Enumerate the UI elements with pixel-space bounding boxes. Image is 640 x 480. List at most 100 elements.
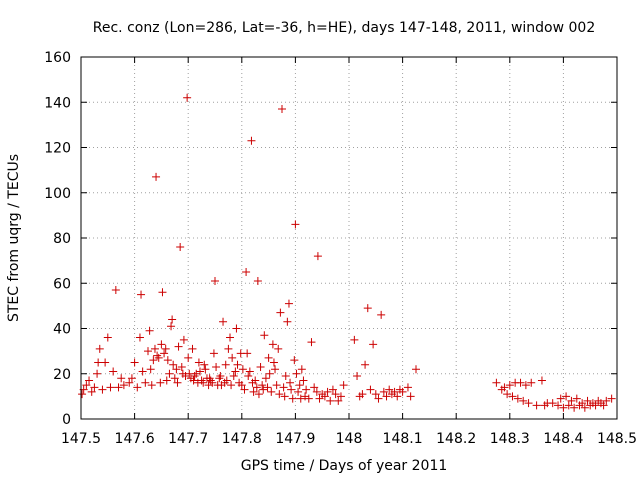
data-point [135,333,144,342]
data-point [94,358,103,367]
data-point [161,344,170,353]
y-tick-label: 0 [62,412,71,428]
data-point [259,385,268,394]
data-point [147,381,156,390]
data-point [369,340,378,349]
data-point [85,376,94,385]
data-point [398,387,407,396]
data-point [216,372,225,381]
data-point [313,252,322,261]
data-point [240,385,249,394]
data-point [145,326,154,335]
data-point [371,390,380,399]
data-point [328,385,337,394]
data-point [295,381,304,390]
y-tick-labels: 0 20 40 60 80 100 120 140 160 [44,50,71,428]
data-point [252,383,261,392]
data-point [160,349,169,358]
data-point [119,381,128,390]
data-point [167,322,176,331]
y-tick-label: 80 [53,231,71,247]
data-point [556,394,565,403]
data-point [162,376,171,385]
data-point [173,378,182,387]
data-point [150,344,159,353]
y-axis-label: STEC from uqrg / TECUs [6,154,22,322]
data-point [219,317,228,326]
data-point [406,392,415,401]
data-point [390,387,399,396]
data-point [184,353,193,362]
data-point [233,360,242,369]
data-point [242,267,251,276]
data-point [157,340,166,349]
x-tick-label: 147.7 [168,431,208,447]
data-point [201,365,210,374]
data-point [290,356,299,365]
data-point [127,374,136,383]
data-point [304,394,313,403]
data-point [265,369,274,378]
x-tick-label: 147.5 [61,431,101,447]
data-point [286,378,295,387]
data-point [168,315,177,324]
data-point [199,378,208,387]
data-point [146,365,155,374]
x-tick-label: 147.6 [115,431,155,447]
y-tick-label: 120 [44,141,71,157]
x-axis-label: GPS time / Days of year 2011 [241,458,448,474]
data-point [532,401,541,410]
data-point [183,93,192,102]
data-point [133,383,142,392]
x-tick-label: 147.9 [275,431,315,447]
data-point [156,378,165,387]
data-point [374,394,383,403]
data-point [244,372,253,381]
data-point [492,378,501,387]
data-point [254,390,263,399]
data-point [117,374,126,383]
data-point [174,342,183,351]
data-point [276,308,285,317]
data-point [279,383,288,392]
data-point [564,401,573,410]
data-point [229,372,238,381]
data-point [261,374,270,383]
data-point [138,367,147,376]
data-point [358,390,367,399]
data-point [109,367,118,376]
data-point [185,369,194,378]
chart-title: Rec. conz (Lon=286, Lat=-36, h=HE), days… [93,20,595,36]
data-point [256,362,265,371]
data-point [144,347,152,356]
data-point [288,394,297,403]
data-point [194,358,203,367]
data-point [516,378,525,387]
data-point [602,396,611,405]
data-point [296,394,305,403]
data-point [137,290,146,299]
data-point [249,387,258,396]
data-point [264,353,273,362]
data-point [353,372,362,381]
data-point [280,392,289,401]
data-point [98,385,107,394]
data-point [209,349,218,358]
data-point [312,387,321,396]
data-point [412,365,420,374]
data-point [272,381,281,390]
data-point [243,349,252,358]
y-tick-label: 20 [53,367,71,383]
data-point [103,333,112,342]
data-point [258,381,267,390]
data-point [245,367,254,376]
data-point [200,360,209,369]
data-point [513,394,522,403]
data-point [212,362,221,371]
data-point [292,369,301,378]
data-point [559,403,568,412]
data-point [382,392,391,401]
data-point [82,381,91,390]
data-point [500,383,509,392]
